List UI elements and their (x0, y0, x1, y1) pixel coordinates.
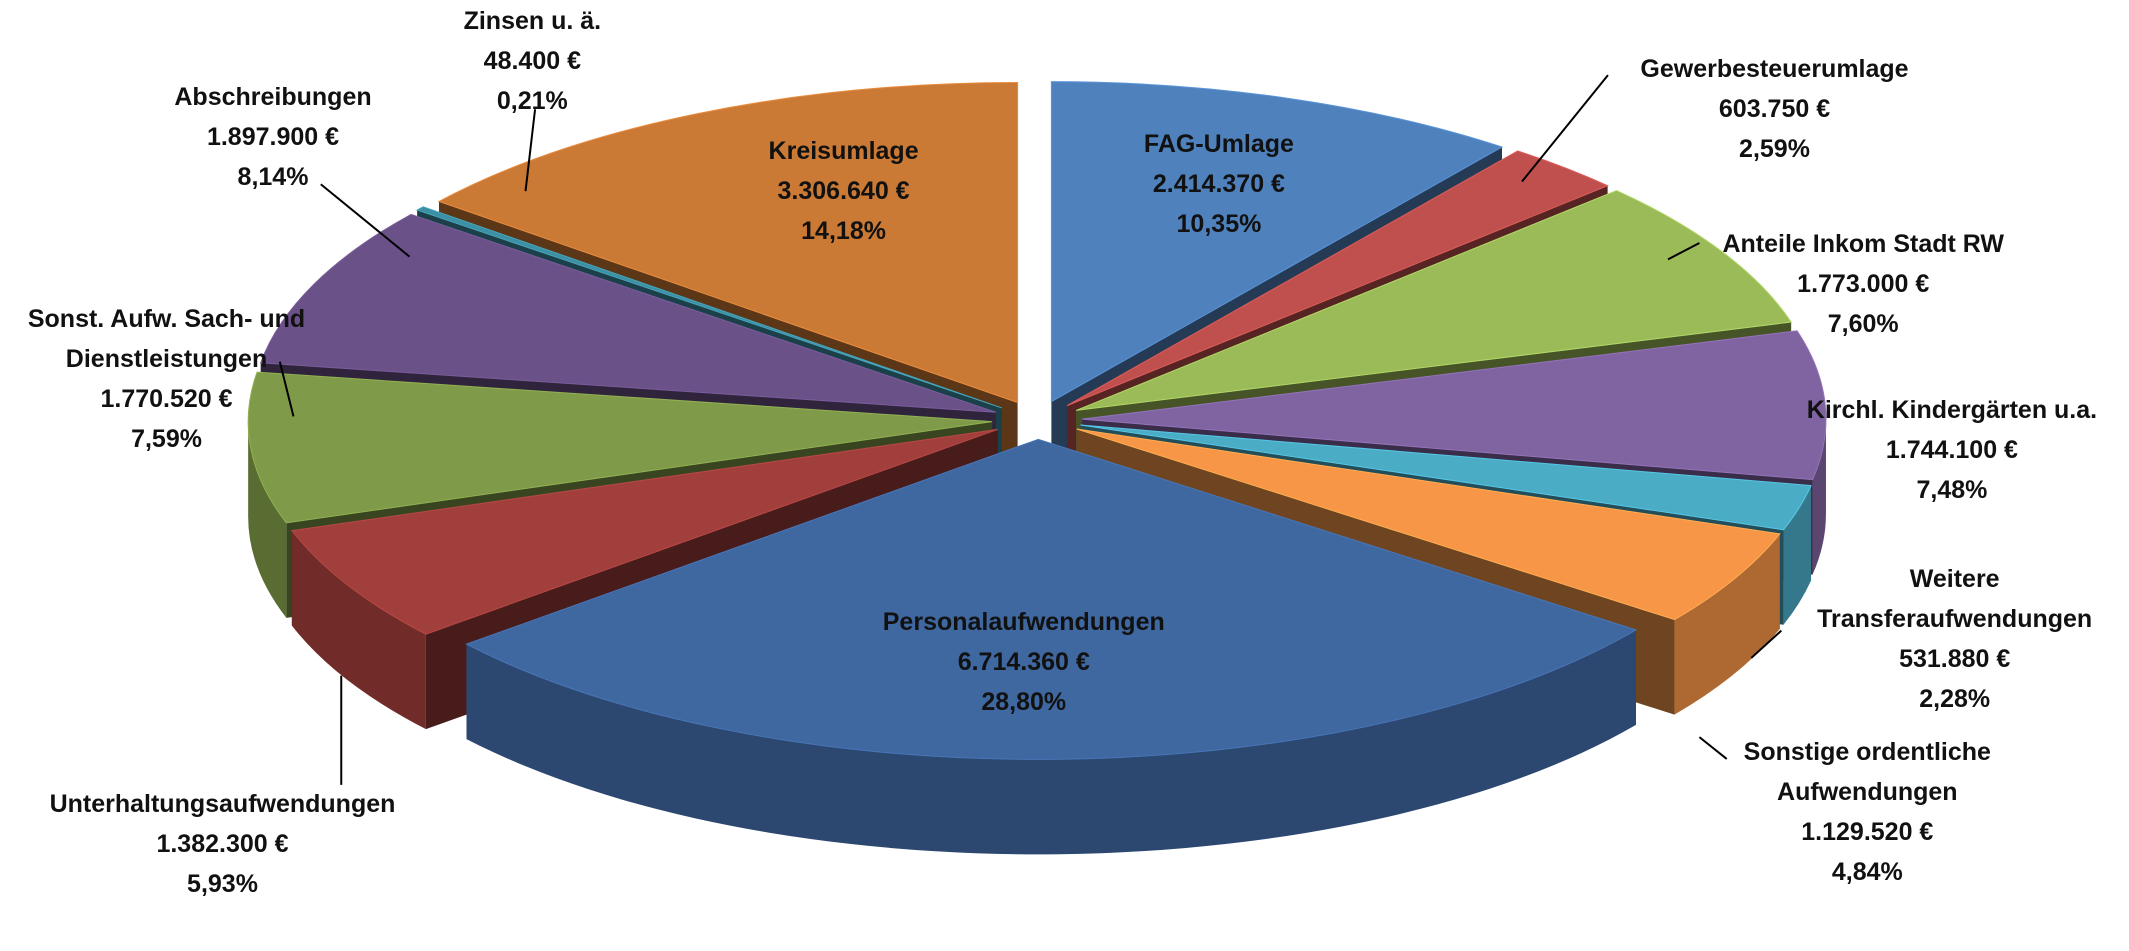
slice-name: Anteile Inkom Stadt RW (1722, 229, 2004, 258)
slice-label: Gewerbesteuerumlage 603.750 € 2,59% (1640, 49, 1908, 169)
slice-name: Kirchl. Kindergärten u.a. (1806, 396, 2098, 425)
slice-value: 1.773.000 € (1797, 269, 1930, 298)
slice-label: Kreisumlage 3.306.640 € 14,18% (769, 131, 919, 251)
slice-percent: 2,59% (1739, 135, 1810, 164)
slice-value: 1.744.100 € (1885, 436, 2018, 465)
slice-label: FAG-Umlage 2.414.370 € 10,35% (1144, 124, 1294, 244)
slice-label: Zinsen u. ä. 48.400 € 0,21% (464, 1, 602, 121)
slice-name: Weitere Transferaufwendungen (1817, 564, 2093, 633)
slice-top (1066, 150, 1609, 407)
slice-value: 1.770.520 € (100, 385, 233, 414)
leader-line (524, 109, 537, 192)
slice-percent: 7,59% (131, 425, 202, 454)
slice-outer-side (466, 629, 1636, 855)
slice-name: FAG-Umlage (1143, 130, 1294, 159)
slice-value: 1.129.520 € (1801, 818, 1934, 847)
leader-line (1750, 629, 1782, 659)
slice-label: Kirchl. Kindergärten u.a. 1.744.100 € 7,48… (1807, 390, 2097, 510)
slice-top (260, 213, 996, 413)
slice-outer-side (1674, 533, 1780, 715)
slice-percent: 2,28% (1919, 684, 1991, 713)
slice-name: Sonstige ordentliche Aufwendungen (1743, 738, 1991, 807)
slice-outer-side (291, 530, 426, 730)
slice-percent: 0,21% (496, 87, 568, 116)
leader-line (278, 361, 295, 417)
slice-label: Sonstige ordentliche Aufwendungen 1.129.5… (1717, 732, 2017, 892)
slice-label: Unterhaltungsaufwendungen 1.382.300 € 5,93… (50, 784, 396, 904)
slice-label: Weitere Transferaufwendungen 531.880 € 2,2… (1805, 559, 2105, 719)
slice-name: Personalaufwendungen (882, 608, 1165, 637)
slice-name: Sonst. Aufw. Sach- und Dienstleistungen (27, 305, 306, 374)
slice-label: Anteile Inkom Stadt RW 1.773.000 € 7,60% (1722, 224, 2004, 344)
slice-top (1080, 424, 1812, 531)
slice-label: Abschreibungen 1.897.900 € 8,14% (174, 77, 371, 197)
leader-line (320, 183, 411, 258)
slice-top (1050, 81, 1504, 403)
slice-percent: 10,35% (1176, 210, 1262, 239)
slice-value: 6.714.360 € (957, 648, 1090, 677)
slice-top (415, 206, 1002, 409)
slice-name: Unterhaltungsaufwendungen (49, 789, 396, 818)
slice-value: 1.897.900 € (206, 122, 340, 151)
slice (465, 438, 1638, 855)
slice-value: 603.750 € (1718, 95, 1831, 124)
slice-name: Gewerbesteuerumlage (1640, 55, 1909, 84)
slice-percent: 28,80% (981, 688, 1067, 717)
slice-label: Sonst. Aufw. Sach- und Dienstleistungen 1… (2, 299, 332, 459)
slice-top (290, 428, 998, 635)
slice-outer-side (1783, 485, 1812, 625)
slice-top (1081, 330, 1827, 481)
slice-top (247, 371, 993, 524)
slice-name: Kreisumlage (768, 137, 919, 166)
slice-percent: 7,48% (1916, 476, 1988, 505)
slice-value: 48.400 € (483, 47, 581, 76)
slice-top (1075, 189, 1793, 411)
leader-line (1667, 242, 1700, 261)
slice-value: 2.414.370 € (1152, 170, 1285, 199)
leader-line (1698, 736, 1728, 760)
slice-name: Abschreibungen (174, 82, 372, 111)
slice-outer-side (248, 421, 287, 618)
slice-top (1076, 428, 1781, 621)
slice-value: 1.382.300 € (156, 829, 289, 858)
slice-label: Personalaufwendungen 6.714.360 € 28,80% (883, 602, 1165, 722)
slice-percent: 4,84% (1831, 858, 1903, 887)
leader-line (1521, 74, 1609, 183)
slice-top (437, 82, 1019, 404)
slice-outer-side (1812, 419, 1826, 575)
slice-value: 531.880 € (1899, 644, 2011, 673)
slice-percent: 14,18% (801, 217, 886, 246)
slice-percent: 5,93% (187, 869, 258, 898)
slice-value: 3.306.640 € (777, 177, 910, 206)
slice-percent: 8,14% (237, 162, 309, 191)
slice-name: Zinsen u. ä. (463, 7, 602, 36)
slice-percent: 7,60% (1827, 309, 1899, 338)
slice-top (465, 438, 1638, 760)
